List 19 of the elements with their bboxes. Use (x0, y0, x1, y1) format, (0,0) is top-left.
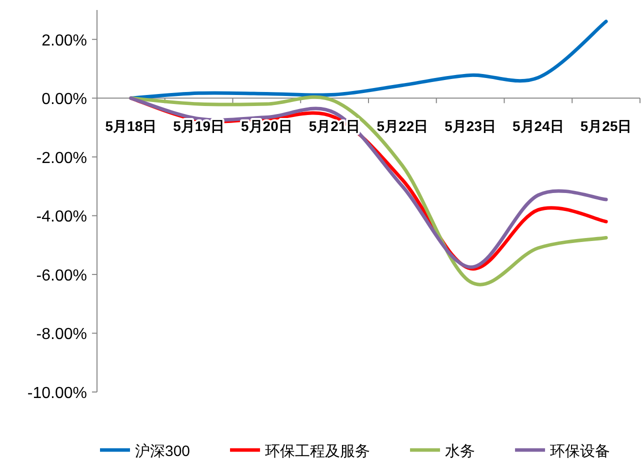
legend-label: 水务 (445, 443, 476, 460)
x-tick-label: 5月20日 (241, 118, 292, 134)
y-tick-label: 2.00% (42, 32, 87, 50)
x-tick-label: 5月18日 (105, 118, 157, 134)
x-tick-label: 5月22日 (376, 118, 428, 134)
y-tick-label: -10.00% (27, 385, 87, 402)
legend-label: 环保工程及服务 (265, 443, 370, 460)
legend-label: 环保设备 (550, 443, 610, 460)
y-tick-label: -4.00% (36, 208, 87, 226)
x-tick-label: 5月23日 (444, 118, 496, 134)
y-tick-label: -2.00% (36, 150, 87, 167)
legend-label: 沪深300 (135, 443, 190, 460)
x-tick-label: 5月19日 (173, 118, 224, 134)
x-tick-label: 5月24日 (512, 118, 564, 134)
y-tick-label: -8.00% (36, 326, 87, 344)
x-tick-label: 5月21日 (308, 118, 360, 134)
x-tick-label: 5月25日 (580, 118, 632, 134)
y-tick-label: 0.00% (42, 91, 87, 108)
y-tick-label: -6.00% (36, 267, 87, 284)
